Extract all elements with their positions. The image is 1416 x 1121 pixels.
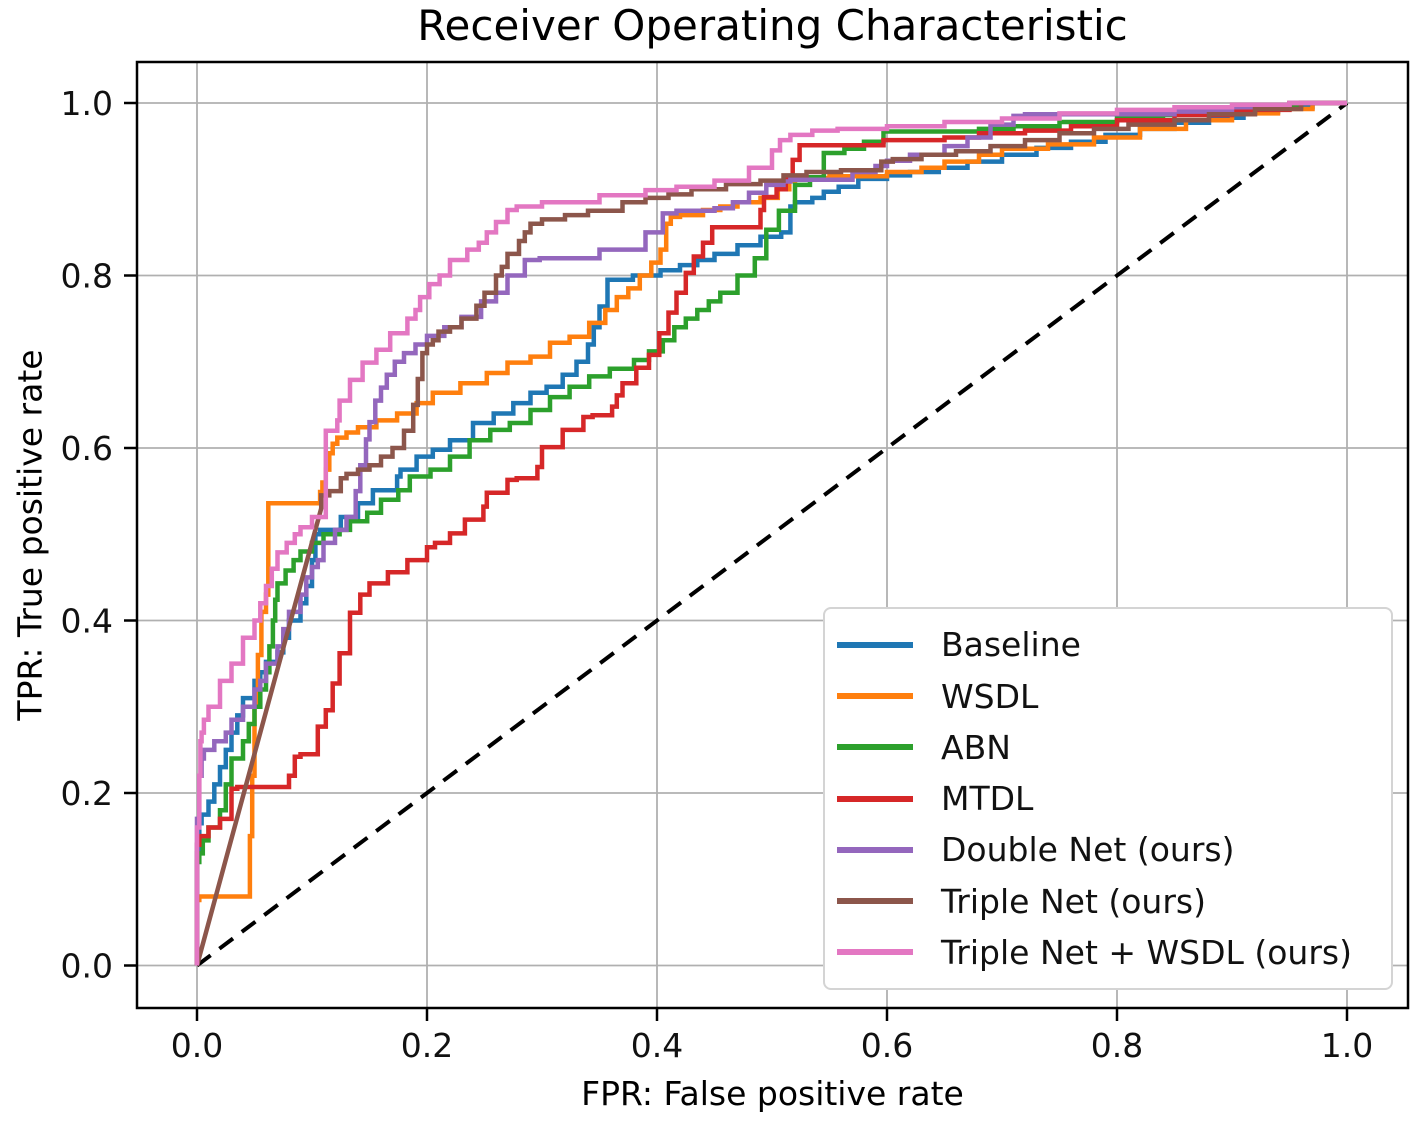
- legend-label-triple-net-wsdl: Triple Net + WSDL (ours): [941, 932, 1352, 972]
- legend-item-abn: ABN: [837, 728, 1381, 767]
- y-tick-label: 0.6: [61, 429, 113, 468]
- y-tick-label: 0.8: [61, 257, 113, 296]
- legend: Baseline WSDL ABN MTDL Double Net (ours)…: [823, 607, 1393, 990]
- legend-label-abn: ABN: [941, 727, 1011, 767]
- legend-line-swatch-triple-net-wsdl: [837, 949, 913, 956]
- legend-line-swatch-mtdl: [837, 795, 913, 802]
- x-tick-label: 0.2: [401, 1026, 453, 1065]
- legend-label-baseline: Baseline: [941, 625, 1081, 665]
- series-line-triple-net-wsdl: [194, 100, 1347, 966]
- legend-label-wsdl: WSDL: [941, 676, 1039, 716]
- chance-diagonal-line: [195, 101, 1349, 968]
- y-tick-label: 0.4: [61, 602, 113, 641]
- axes-spines: [135, 60, 1410, 1010]
- y-tick-label: 0.2: [61, 774, 113, 813]
- legend-item-triple-net-wsdl: Triple Net + WSDL (ours): [837, 933, 1381, 972]
- y-tick-label: 1.0: [61, 84, 113, 123]
- chart-title: Receiver Operating Characteristic: [417, 1, 1128, 50]
- legend-line-swatch-double-net: [837, 846, 913, 853]
- legend-label-triple-net: Triple Net (ours): [941, 881, 1206, 921]
- legend-label-mtdl: MTDL: [941, 779, 1034, 818]
- x-tick-label: 0.8: [1091, 1026, 1143, 1065]
- curves: [194, 100, 1349, 968]
- x-tick-label: 0.0: [171, 1026, 223, 1065]
- series-line-triple-net: [194, 100, 1347, 967]
- y-axis-label: TPR: True positive rate: [10, 349, 50, 721]
- series-line-mtdl: [194, 100, 1347, 966]
- legend-line-swatch-wsdl: [837, 693, 913, 699]
- legend-item-double-net: Double Net (ours): [837, 830, 1381, 869]
- x-tick-label: 0.4: [631, 1026, 683, 1065]
- legend-item-baseline: Baseline: [837, 625, 1381, 664]
- x-tick-label: 1.0: [1321, 1026, 1373, 1065]
- grid: [137, 62, 1408, 1008]
- legend-item-triple-net: Triple Net (ours): [837, 882, 1381, 921]
- legend-line-swatch-abn: [837, 744, 913, 751]
- y-tick-label: 0.0: [61, 947, 113, 986]
- legend-item-mtdl: MTDL: [837, 779, 1381, 818]
- legend-line-swatch-triple-net: [837, 898, 913, 904]
- x-axis-label: FPR: False positive rate: [581, 1074, 964, 1113]
- ticks: 0.0 0.2 0.4 0.6 0.8 1.0 0.0 0.2 0.4 0.6 0.8 1.0: [61, 84, 1374, 1065]
- series-line-baseline: [194, 100, 1347, 966]
- legend-label-double-net: Double Net (ours): [941, 830, 1235, 870]
- x-tick-label: 0.6: [861, 1026, 913, 1065]
- legend-item-wsdl: WSDL: [837, 677, 1381, 716]
- legend-line-swatch-baseline: [837, 641, 913, 648]
